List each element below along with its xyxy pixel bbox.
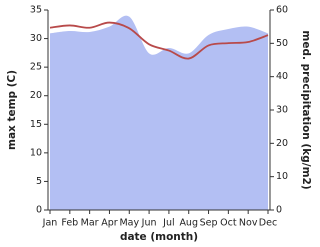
x-tick-label: Feb	[61, 218, 78, 229]
y2-tick-label: 10	[276, 171, 288, 182]
y-tick-label: 25	[30, 62, 42, 73]
y2-axis-label: med. precipitation (kg/m2)	[300, 30, 312, 189]
y-tick-label: 10	[30, 147, 42, 158]
x-tick-label: May	[119, 218, 139, 229]
y-axis-label: max temp (C)	[6, 70, 18, 150]
y-tick-label: 15	[30, 119, 42, 130]
x-tick-label: Nov	[239, 218, 258, 229]
temperature-line	[49, 21, 269, 60]
y-tick-label: 35	[30, 5, 42, 16]
y-tick-label: 20	[30, 90, 42, 101]
x-tick-label: Mar	[81, 218, 99, 229]
x-tick-label: Aug	[179, 218, 198, 229]
y2-tick-label: 60	[276, 5, 288, 16]
y2-tick-label: 0	[276, 205, 282, 216]
y-tick-label: 5	[36, 176, 42, 187]
x-tick-label: Apr	[101, 218, 118, 229]
x-tick-label: Jan	[42, 218, 58, 229]
x-tick-label: Dec	[259, 218, 277, 229]
x-axis-label: date (month)	[120, 231, 198, 243]
x-tick-label: Jul	[162, 218, 174, 229]
y-tick-label: 0	[36, 205, 42, 216]
y2-tick-label: 40	[276, 71, 288, 82]
x-tick-label: Jun	[141, 218, 157, 229]
y2-tick-label: 50	[276, 38, 288, 49]
y2-tick-label: 20	[276, 138, 288, 149]
precipitation-area	[50, 15, 268, 210]
y-tick-label: 30	[30, 33, 42, 44]
x-tick-label: Oct	[220, 218, 237, 229]
x-tick-label: Sep	[200, 218, 218, 229]
y2-tick-label: 30	[276, 105, 288, 116]
